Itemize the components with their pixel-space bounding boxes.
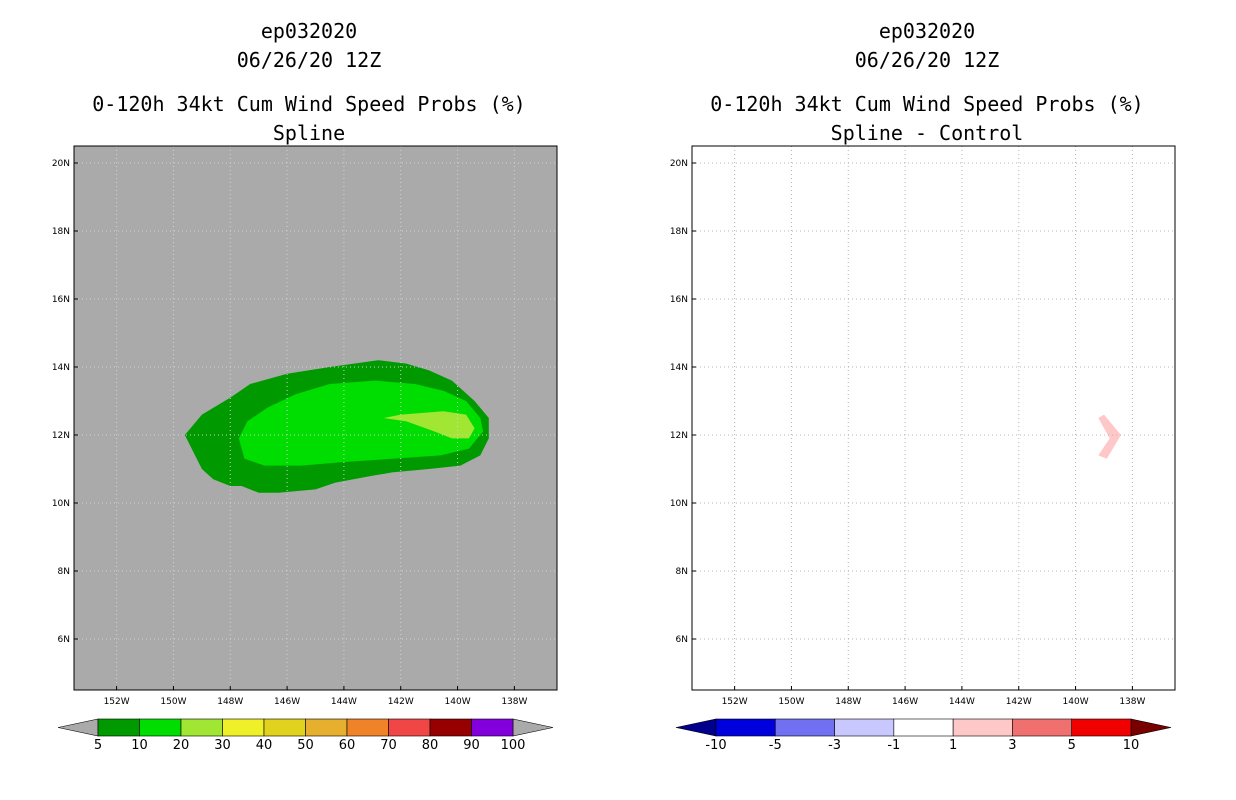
colorbar-label: 40 [256,738,273,753]
y-tick-label: 10N [670,499,688,509]
colorbar-swatch [1071,718,1132,737]
contour-10-20 [238,380,484,466]
colorbar-label: 100 [501,738,526,753]
colorbar-label: -1 [887,738,900,753]
y-tick-label: 6N [676,635,688,645]
y-tick-label: 12N [52,431,70,441]
x-tick-label: 150W [160,697,186,707]
x-tick-label: 146W [274,697,300,707]
x-tick-label: 150W [778,697,804,707]
colorbar-swatch [471,718,514,737]
left-storm-id: ep032020 [261,19,357,43]
right-storm-id: ep032020 [879,19,975,43]
colorbar-label: 1 [949,738,957,753]
left-colorbar: 5 10 20 30 40 50 60 70 80 90 100 [57,718,554,753]
x-tick-label: 148W [835,697,861,707]
x-tick-label: 152W [104,697,130,707]
x-tick-label: 146W [892,697,918,707]
colorbar-swatch [893,718,954,737]
colorbar-swatch [429,718,472,737]
colorbar-label: 60 [339,738,356,753]
y-tick-label: 8N [676,567,688,577]
plot-frame [691,145,1176,691]
right-title: 0-120h 34kt Cum Wind Speed Probs (%) [710,92,1143,116]
x-tick-label: 148W [217,697,243,707]
plot-frame [73,145,558,691]
colorbar-low-end [57,718,99,737]
y-tick-label: 16N [670,295,688,305]
left-panel: ep032020 06/26/20 12Z 0-120h 34kt Cum Wi… [52,19,558,753]
plot-background [692,146,1175,690]
colorbar-swatch [139,718,182,737]
x-tick-label: 140W [1063,697,1089,707]
colorbar-label: 10 [131,738,148,753]
colorbar-label: -10 [705,738,726,753]
colorbar-swatch [952,718,1013,737]
colorbar-high-end [512,718,554,737]
colorbar-label: -3 [828,738,841,753]
colorbar-label: 30 [214,738,231,753]
y-tick-label: 18N [52,227,70,237]
colorbar-label: -5 [769,738,782,753]
colorbar-swatch [346,718,389,737]
colorbar-label: 5 [94,738,102,753]
colorbar-swatch [388,718,431,737]
contour-20-30 [383,411,475,439]
left-plot-area: 152W 150W 148W 146W 144W 142W 140W 138W 6N 8N 10N 1… [52,145,558,707]
colorbar-swatch [97,718,140,737]
colorbar-swatch [1012,718,1073,737]
x-tick-label: 152W [722,697,748,707]
colorbar-swatch [715,718,776,737]
right-colorbar: -10 -5 -3 -1 1 3 5 10 [675,718,1172,753]
right-subtitle: Spline - Control [831,121,1024,145]
colorbar-label: 10 [1123,738,1140,753]
y-tick-label: 10N [52,499,70,509]
y-tick-label: 20N [670,159,688,169]
right-plot-area: 152W 150W 148W 146W 144W 142W 140W 138W 6N 8N 10N 1… [670,145,1176,707]
x-tick-label: 140W [445,697,471,707]
y-tick-label: 6N [58,635,70,645]
x-tick-label: 144W [949,697,975,707]
colorbar-swatch [263,718,306,737]
x-tick-label: 144W [331,697,357,707]
contour-1-3 [1098,414,1121,459]
colorbar-label: 20 [173,738,190,753]
x-tick-label: 142W [388,697,414,707]
y-tick-label: 8N [58,567,70,577]
colorbar-swatch [180,718,223,737]
colorbar-low-end [675,718,717,737]
right-panel: ep032020 06/26/20 12Z 0-120h 34kt Cum Wi… [670,19,1176,753]
right-datetime: 06/26/20 12Z [855,48,1000,72]
y-tick-label: 14N [670,363,688,373]
colorbar-swatch [222,718,265,737]
colorbar-label: 80 [422,738,439,753]
y-tick-label: 18N [670,227,688,237]
colorbar-high-end [1130,718,1172,737]
colorbar-swatch [774,718,835,737]
y-tick-label: 14N [52,363,70,373]
colorbar-label: 50 [297,738,314,753]
left-datetime: 06/26/20 12Z [237,48,382,72]
colorbar-label: 3 [1008,738,1016,753]
colorbar-label: 70 [380,738,397,753]
y-tick-label: 12N [670,431,688,441]
colorbar-label: 5 [1068,738,1076,753]
colorbar-swatch [834,718,895,737]
y-tick-label: 20N [52,159,70,169]
x-tick-label: 138W [501,697,527,707]
y-tick-label: 16N [52,295,70,305]
x-tick-label: 138W [1119,697,1145,707]
left-title: 0-120h 34kt Cum Wind Speed Probs (%) [92,92,525,116]
colorbar-swatch [305,718,348,737]
colorbar-label: 90 [463,738,480,753]
left-subtitle: Spline [273,121,345,145]
x-tick-label: 142W [1006,697,1032,707]
